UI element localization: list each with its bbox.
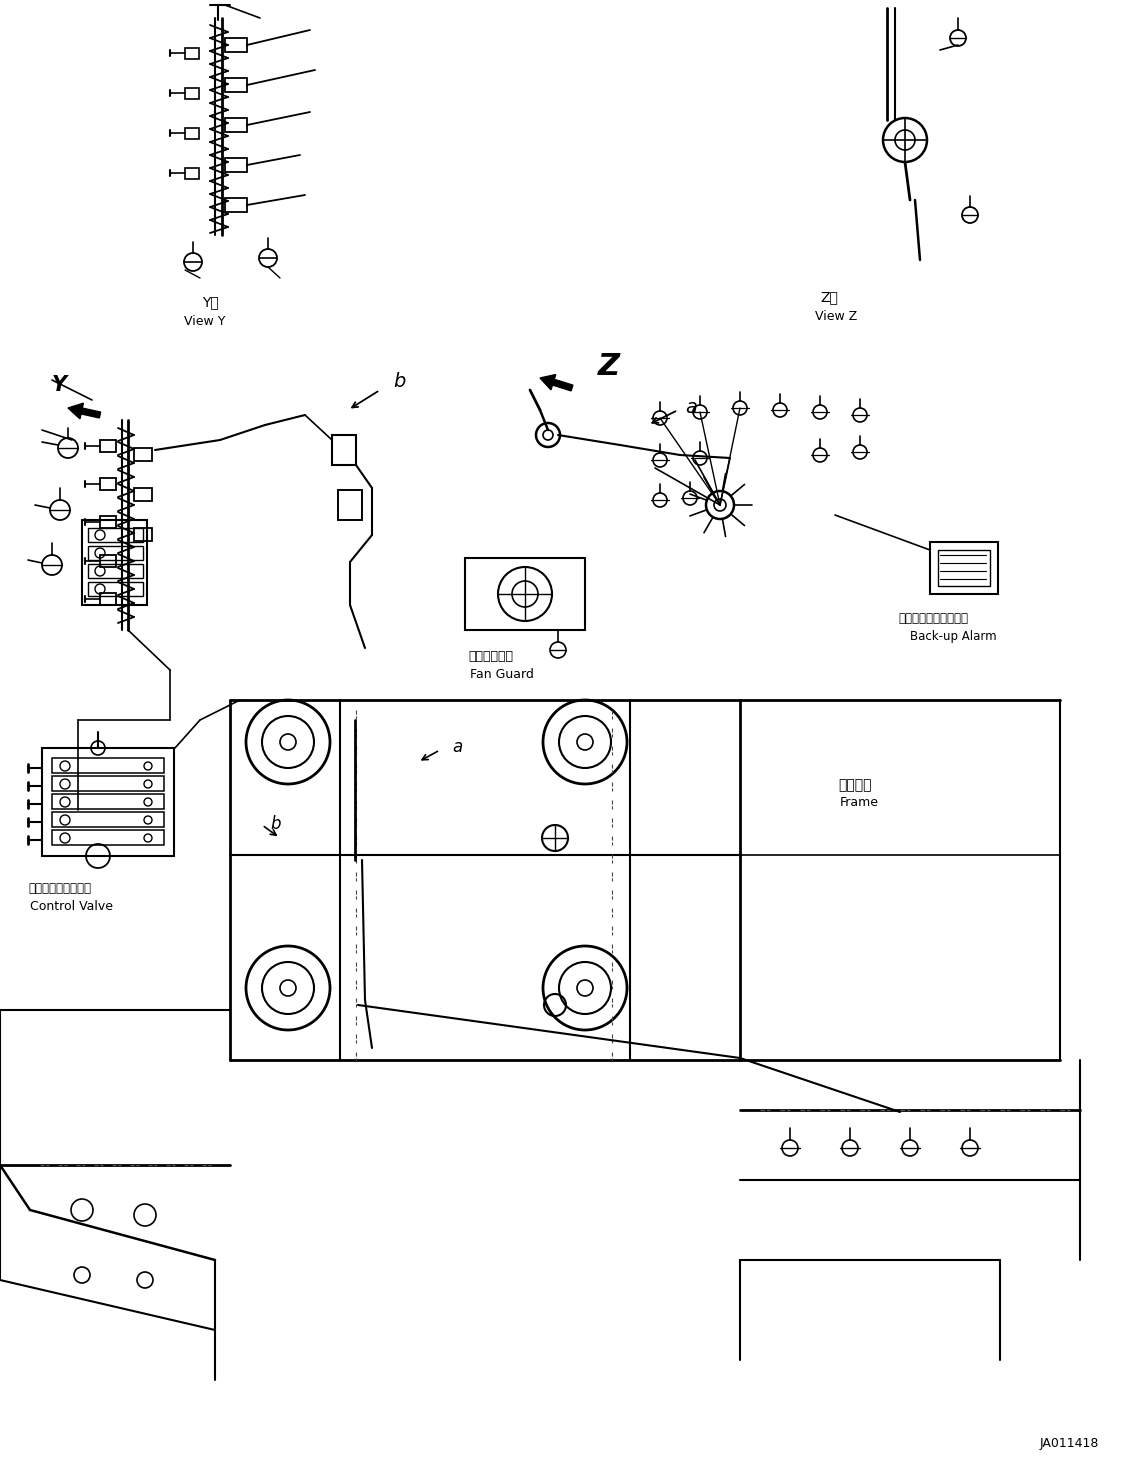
Bar — [134, 528, 152, 541]
Bar — [185, 88, 199, 99]
Bar — [100, 440, 116, 452]
Text: フレーム: フレーム — [838, 778, 871, 792]
Text: b: b — [270, 814, 281, 833]
Bar — [465, 558, 585, 630]
Bar — [226, 158, 247, 173]
Bar — [52, 794, 164, 808]
Bar — [185, 129, 199, 139]
Bar — [134, 447, 152, 461]
FancyArrow shape — [68, 404, 101, 418]
Bar — [100, 556, 116, 567]
Text: View Z: View Z — [815, 310, 858, 323]
Text: Z: Z — [598, 352, 621, 382]
Text: Y視: Y視 — [202, 295, 219, 308]
Bar — [100, 478, 116, 490]
FancyArrow shape — [540, 374, 572, 390]
Bar — [88, 582, 143, 596]
Text: Y: Y — [52, 374, 68, 395]
Text: Control Valve: Control Valve — [30, 901, 113, 912]
Bar — [226, 118, 247, 132]
Bar — [88, 545, 143, 560]
Bar — [52, 830, 164, 845]
Text: バックアップアラーム: バックアップアラーム — [898, 613, 968, 624]
Text: Frame: Frame — [840, 795, 879, 808]
Bar — [100, 594, 116, 605]
Text: Z視: Z視 — [820, 289, 838, 304]
Bar — [226, 77, 247, 92]
Text: JA011418: JA011418 — [1040, 1437, 1099, 1450]
Text: a: a — [452, 738, 463, 756]
Bar — [332, 436, 356, 465]
Bar — [226, 38, 247, 53]
Text: a: a — [685, 398, 697, 417]
Bar — [52, 776, 164, 791]
Text: View Y: View Y — [184, 314, 226, 327]
Bar — [185, 168, 199, 178]
Bar — [82, 520, 147, 605]
Bar — [226, 197, 247, 212]
Bar — [134, 488, 152, 501]
Bar — [938, 550, 990, 586]
Bar — [100, 516, 116, 528]
Text: コントロールバルブ: コントロールバルブ — [27, 882, 90, 895]
Bar — [930, 542, 998, 594]
Bar — [52, 811, 164, 827]
Bar — [88, 528, 143, 542]
Bar — [52, 757, 164, 773]
Text: Fan Guard: Fan Guard — [469, 668, 534, 681]
Bar — [185, 48, 199, 58]
Text: Back-up Alarm: Back-up Alarm — [910, 630, 996, 643]
Text: ファンガード: ファンガード — [468, 651, 513, 662]
Bar — [338, 490, 362, 520]
Text: b: b — [393, 371, 405, 390]
Bar — [88, 564, 143, 577]
Bar — [42, 749, 174, 855]
